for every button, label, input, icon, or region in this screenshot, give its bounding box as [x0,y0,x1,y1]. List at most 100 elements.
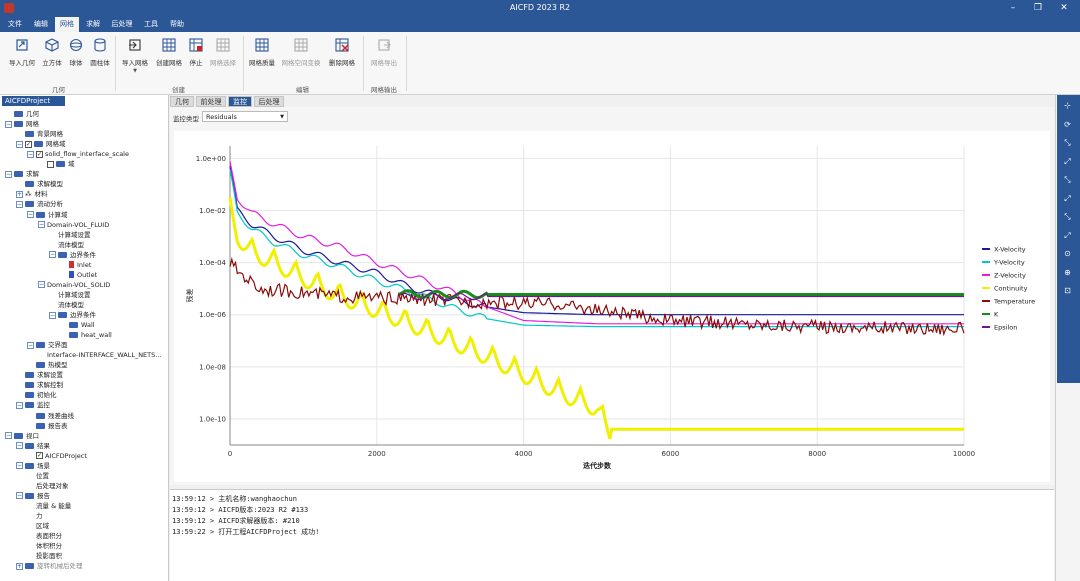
tree-item[interactable]: − ✓ 网格域 [16,139,66,149]
collapse-icon[interactable]: − [16,401,23,409]
tree-item[interactable]: − 结果 [16,441,50,451]
tree-item[interactable]: Outlet [60,270,97,280]
tree-item[interactable]: heat_wall [60,330,112,340]
collapse-icon[interactable]: − [27,211,34,218]
tree-item[interactable]: Wall [60,320,95,330]
zoom-in-icon[interactable]: ⊕ [1064,267,1071,277]
rotate-icon[interactable]: ⟳ [1064,119,1071,129]
axis-view-icon[interactable]: ⊹ [1064,101,1071,110]
tree-item[interactable]: 热模型 [27,360,68,370]
tree-item[interactable]: 求解设置 [16,370,63,380]
tree-checkbox[interactable]: ✓ [25,140,32,148]
tab-preprocess[interactable]: 前处理 [196,96,226,107]
menu-solve[interactable]: 求解 [86,20,100,28]
collapse-icon[interactable]: − [5,432,12,440]
cube-button[interactable]: 立方体 [40,38,64,67]
minimize-icon[interactable]: – [1010,3,1016,13]
monitor-type-select[interactable]: Residuals ▼ [202,111,288,122]
collapse-icon[interactable]: − [49,251,56,259]
tree-item[interactable]: − 网格 [5,119,39,129]
tree-item[interactable]: − 求解 [5,169,39,179]
tree-item[interactable]: 残差曲线 [27,411,74,421]
expand-icon[interactable]: + [16,562,23,570]
collapse-icon[interactable]: − [38,281,45,289]
tree-item[interactable]: Interface-INTERFACE_WALL_NETS... [38,350,161,360]
import-mesh-button[interactable]: 导入网格 ▼ [118,38,152,74]
menu-postprocess[interactable]: 后处理 [111,20,133,28]
tree-item[interactable]: 计算域设置 [49,230,91,240]
view-y-icon[interactable]: ⤡ [1064,175,1071,184]
tree-item[interactable]: 流体模型 [49,240,84,250]
menu-help[interactable]: 帮助 [170,20,184,28]
tree-item[interactable]: − Domain-VOL_SOLID [38,280,110,290]
create-mesh-button[interactable]: 创建网格 [153,38,185,67]
tree-item[interactable]: − 边界条件 [49,250,96,260]
tree-item[interactable]: − 交界面 [27,340,68,350]
delete-mesh-button[interactable]: 删除网格 [325,38,359,67]
project-header[interactable]: AICFDProject [2,96,65,106]
collapse-icon[interactable]: − [49,311,56,319]
menu-edit[interactable]: 编辑 [34,20,48,28]
collapse-icon[interactable]: − [16,442,23,450]
collapse-icon[interactable]: − [27,341,34,349]
tab-monitor[interactable]: 监控 [228,96,252,107]
tree-item[interactable]: Inlet [60,260,91,270]
tree-item[interactable]: − ✓ solid_flow_interface_scale [27,149,129,159]
view-z-icon[interactable]: ⤡ [1064,212,1071,221]
collapse-icon[interactable]: − [16,462,23,470]
stop-button[interactable]: 停止 [186,38,206,67]
tree-item[interactable]: − 报告 [16,491,50,501]
tree-checkbox[interactable]: ✓ [36,452,43,460]
menu-tools[interactable]: 工具 [144,20,158,28]
view-neg-z-icon[interactable]: ⤢ [1064,230,1071,240]
tree-item[interactable]: − 视口 [5,431,39,441]
tree-item[interactable]: − 流动分析 [16,199,63,209]
collapse-icon[interactable]: − [16,492,23,500]
collapse-icon[interactable]: − [16,140,23,148]
axes-icon[interactable]: ⟂ [1064,327,1071,337]
palette-icon[interactable]: ◐ [1064,346,1071,355]
import-geometry-button[interactable]: 导入几何 [4,38,40,67]
tree-item[interactable]: − Domain-VOL_FLUID [38,220,109,230]
menu-file[interactable]: 文件 [8,20,22,28]
tree-item[interactable]: 初始化 [16,390,57,400]
tree-item[interactable]: 背景网格 [16,129,63,139]
view-neg-x-icon[interactable]: ⤢ [1064,156,1071,166]
zoom-fit-icon[interactable]: ⊙ [1064,249,1071,258]
tree-item[interactable]: 几何 [5,109,39,119]
expand-icon[interactable]: + [16,190,23,198]
tree-item[interactable]: 力 [27,511,43,521]
collapse-icon[interactable]: − [16,200,23,208]
collapse-icon[interactable]: − [27,150,34,158]
tree-item[interactable]: 位置 [27,471,49,481]
tree-item[interactable]: 区域 [27,521,49,531]
tree-item[interactable]: 流体模型 [49,300,84,310]
mesh-select-button[interactable]: 网格选择 [207,38,239,67]
view-neg-y-icon[interactable]: ⤢ [1064,193,1071,203]
tree-item[interactable]: 投影面积 [27,551,62,561]
cylinder-button[interactable]: 圆柱体 [87,38,113,67]
mesh-quality-button[interactable]: 网格质量 [246,38,278,67]
camera-icon[interactable]: ◉ [1064,364,1071,374]
tree-item[interactable]: − 边界条件 [49,310,96,320]
tree-item[interactable]: 域 [38,159,75,169]
collapse-icon[interactable]: − [5,170,12,178]
tree-item[interactable]: − 场景 [16,461,50,471]
tree-item[interactable]: 求解模型 [16,179,63,189]
tree-item[interactable]: − 计算域 [27,210,68,220]
close-icon[interactable]: ✕ [1060,3,1068,13]
tree-item[interactable]: 体积积分 [27,541,62,551]
tab-postprocess[interactable]: 后处理 [254,96,284,107]
collapse-icon[interactable]: − [38,221,45,229]
tree-item[interactable]: 表面积分 [27,531,62,541]
tab-geometry[interactable]: 几何 [170,96,194,107]
collapse-icon[interactable]: − [5,120,12,128]
mesh-transform-button[interactable]: 网格空间变换 [279,38,323,67]
tree-checkbox[interactable] [47,160,54,168]
zoom-box-icon[interactable]: ⊡ [1064,286,1071,295]
tree-checkbox[interactable]: ✓ [36,150,43,158]
tree-item[interactable]: − 监控 [16,400,50,410]
tree-item[interactable]: 计算域设置 [49,290,91,300]
menu-mesh[interactable]: 网格 [55,17,79,32]
tree-item[interactable]: + ⁂ 材料 [16,189,48,199]
